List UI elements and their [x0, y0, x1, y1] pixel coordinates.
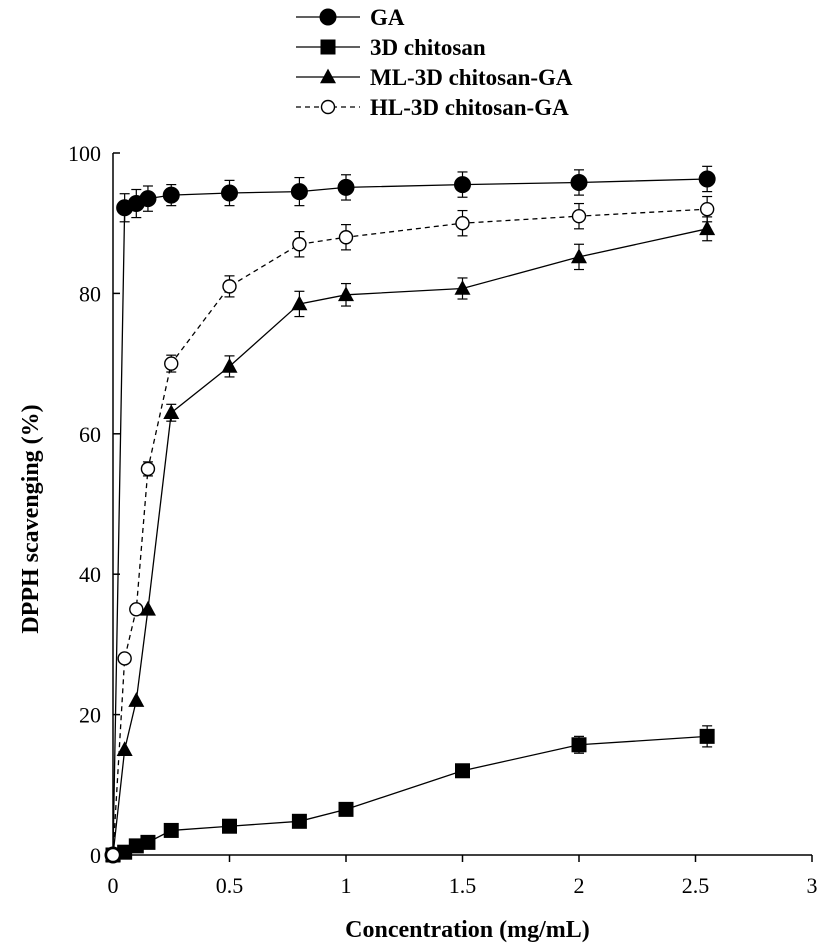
legend: GA 3D chitosan ML-3D chitosan-GA HL-3D chit… [296, 5, 573, 120]
data-point [571, 248, 587, 264]
data-point [129, 602, 144, 617]
data-point [454, 280, 471, 295]
data-point [163, 822, 179, 838]
axes: 0 20 40 60 80 100 0 0.5 1 1.5 2 2.5 3 [68, 141, 818, 898]
series-line [112, 228, 708, 856]
y-tick-label: 80 [79, 281, 101, 306]
data-point [105, 847, 121, 863]
x-tick-label: 2.5 [682, 873, 710, 898]
data-point [221, 184, 238, 202]
data-point [162, 186, 180, 204]
data-point [117, 651, 132, 666]
data-point [139, 190, 157, 208]
x-tick-label: 0.5 [216, 873, 244, 898]
data-point [699, 728, 715, 744]
y-tick-label: 60 [79, 422, 101, 447]
series-line [112, 178, 708, 856]
data-point [698, 170, 716, 188]
legend-label: GA [370, 5, 405, 30]
data-point [221, 358, 238, 373]
legend-marker [319, 8, 337, 26]
legend-marker [320, 99, 336, 115]
data-point [116, 741, 133, 756]
data-point [291, 295, 308, 311]
y-tick-label: 0 [90, 843, 101, 868]
legend-marker [320, 68, 336, 84]
data-point [290, 183, 308, 201]
legend-label: 3D chitosan [370, 35, 486, 60]
data-point [455, 763, 470, 779]
series-line [112, 735, 708, 856]
x-axis-title: Concentration (mg/mL) [345, 917, 590, 943]
data-point [454, 176, 471, 194]
y-tick-label: 100 [68, 141, 101, 166]
data-point [140, 461, 156, 477]
x-tick-label: 0 [108, 873, 119, 898]
data-point [337, 178, 355, 196]
data-point [338, 230, 354, 245]
series-layer [104, 165, 716, 864]
data-point [291, 813, 307, 829]
series-hl-3d-chitosan-ga [105, 195, 715, 863]
data-point [571, 208, 587, 224]
data-point [699, 201, 715, 217]
legend-entry: ML-3D chitosan-GA [296, 65, 573, 90]
data-point [292, 237, 307, 252]
data-point [139, 600, 156, 616]
data-point [699, 220, 716, 236]
data-point [222, 818, 237, 834]
data-point [117, 844, 133, 860]
series-ml-3d-chitosan-ga [105, 216, 716, 862]
data-point [163, 404, 180, 420]
data-point [222, 279, 237, 294]
data-point [164, 356, 179, 371]
data-point [338, 801, 354, 817]
legend-entry: HL-3D chitosan-GA [296, 95, 569, 120]
series-ga [104, 165, 716, 864]
x-ticks: 0 0.5 1 1.5 2 2.5 3 [108, 855, 818, 898]
y-tick-label: 20 [79, 703, 101, 728]
series-3d-chitosan [105, 725, 715, 863]
data-point [455, 215, 470, 231]
x-tick-label: 2 [574, 873, 585, 898]
data-point [128, 838, 144, 854]
legend-entry: GA [296, 5, 405, 30]
legend-marker [320, 39, 336, 55]
legend-label: ML-3D chitosan-GA [370, 65, 573, 90]
data-point [338, 286, 354, 302]
series-line [112, 208, 708, 856]
x-tick-label: 1.5 [449, 873, 477, 898]
y-tick-label: 40 [79, 562, 101, 587]
y-axis-title: DPPH scavenging (%) [18, 404, 44, 633]
x-tick-label: 3 [807, 873, 818, 898]
data-point [570, 173, 588, 191]
legend-label: HL-3D chitosan-GA [370, 95, 569, 120]
x-tick-label: 1 [341, 873, 352, 898]
data-point [140, 834, 156, 850]
legend-entry: 3D chitosan [296, 35, 486, 60]
data-point [571, 737, 587, 753]
y-ticks: 0 20 40 60 80 100 [68, 141, 120, 868]
data-point [128, 692, 145, 707]
